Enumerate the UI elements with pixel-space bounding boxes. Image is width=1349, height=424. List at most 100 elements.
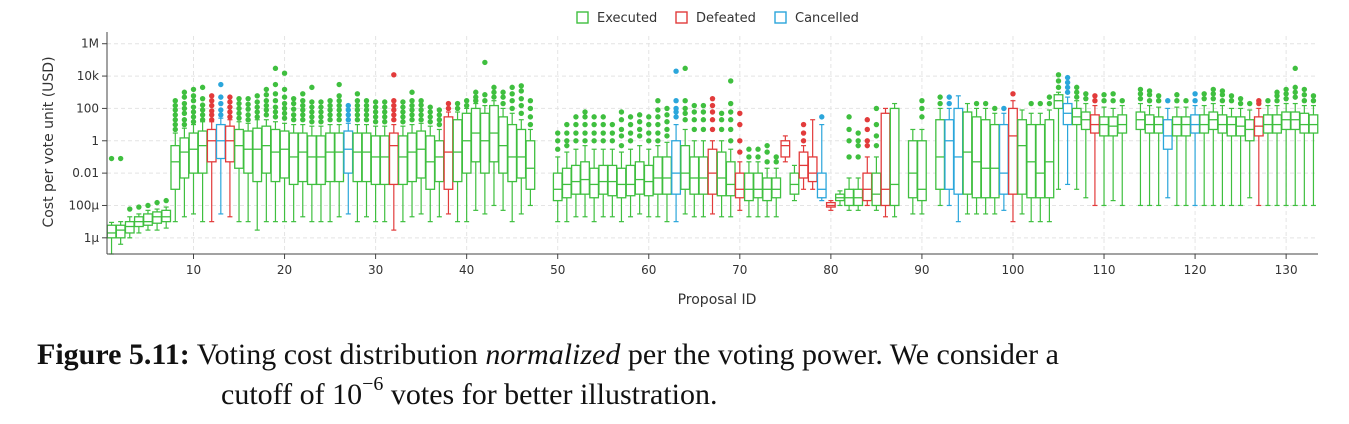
outlier-point <box>746 146 752 152</box>
outlier-point <box>609 130 616 136</box>
outlier-point <box>682 65 688 72</box>
outlier-point <box>136 204 142 210</box>
outlier-point <box>354 91 361 97</box>
caption-exponent: −6 <box>362 373 384 395</box>
box-47 <box>525 98 536 207</box>
outlier-point <box>709 95 716 102</box>
box-iqr <box>907 140 918 199</box>
caption-text-2: per the voting power. We consider a <box>620 338 1059 371</box>
outlier-point <box>318 99 324 105</box>
outlier-point <box>363 107 370 113</box>
box-110 <box>1099 92 1109 207</box>
box-38 <box>443 100 454 215</box>
outlier-point <box>555 130 561 136</box>
outlier-point <box>336 102 342 109</box>
box-iqr <box>998 123 1009 195</box>
outlier-point <box>582 121 588 128</box>
outlier-point <box>454 105 461 112</box>
outlier-point <box>491 94 497 100</box>
outlier-point <box>1110 91 1116 97</box>
outlier-point <box>646 114 652 120</box>
box-83 <box>853 130 864 211</box>
y-axis-label: Cost per vote unit (USD) <box>41 56 57 227</box>
box-95 <box>962 102 973 215</box>
box-iqr <box>325 132 336 183</box>
outlier-point <box>418 107 424 113</box>
outlier-point <box>946 94 952 100</box>
box-71 <box>743 146 754 218</box>
legend-swatch <box>774 11 787 24</box>
box-iqr <box>1035 123 1046 199</box>
box-119 <box>1181 98 1191 207</box>
outlier-point <box>209 102 215 109</box>
outlier-point <box>318 119 324 125</box>
outlier-point <box>427 109 433 115</box>
outlier-point <box>509 84 515 91</box>
outlier-point <box>636 119 643 125</box>
outlier-point <box>864 142 870 149</box>
outlier-point <box>181 89 188 95</box>
outlier-point <box>482 59 488 66</box>
box-81 <box>835 190 845 207</box>
box-8 <box>170 98 181 223</box>
outlier-point <box>709 126 716 133</box>
outlier-point <box>564 138 570 144</box>
outlier-point <box>181 121 188 128</box>
outlier-point <box>1174 92 1180 98</box>
outlier-point <box>300 91 306 97</box>
legend-label: Executed <box>597 11 657 26</box>
outlier-point <box>691 126 697 133</box>
box-iqr <box>698 156 709 195</box>
outlier-point <box>1310 98 1317 104</box>
box-iqr <box>753 172 763 199</box>
box-23 <box>306 84 317 223</box>
outlier-point <box>600 121 606 128</box>
outlier-point <box>245 101 251 107</box>
box-115 <box>1144 88 1155 207</box>
outlier-point <box>582 138 588 144</box>
outlier-point <box>1083 95 1089 102</box>
outlier-point <box>700 126 707 133</box>
outlier-point <box>819 114 825 120</box>
outlier-point <box>1137 95 1144 102</box>
box-4 <box>133 204 144 234</box>
box-iqr <box>953 107 964 195</box>
box-120 <box>1190 91 1201 207</box>
outlier-point <box>236 110 242 116</box>
box-iqr <box>607 164 618 197</box>
box-86 <box>880 107 891 218</box>
box-122 <box>1208 86 1219 207</box>
outlier-point <box>1301 86 1308 93</box>
box-50 <box>552 130 563 223</box>
outlier-point <box>573 130 579 136</box>
outlier-point <box>354 98 361 104</box>
outlier-point <box>336 112 342 118</box>
outlier-point <box>227 109 233 115</box>
outlier-point <box>190 98 197 104</box>
outlier-point <box>190 114 197 120</box>
box-iqr <box>1281 111 1292 131</box>
outlier-point <box>673 105 679 112</box>
box-52 <box>570 114 581 218</box>
outlier-point <box>1155 93 1162 99</box>
outlier-point <box>700 102 707 109</box>
box-111 <box>1108 91 1119 202</box>
outlier-point <box>227 94 233 100</box>
outlier-point <box>591 114 597 120</box>
box-iqr <box>397 135 408 186</box>
outlier-point <box>673 114 679 120</box>
outlier-point <box>391 72 397 78</box>
box-84 <box>862 117 873 207</box>
outlier-point <box>181 117 188 123</box>
outlier-point <box>372 104 379 110</box>
box-iqr <box>807 156 818 183</box>
box-21 <box>288 95 299 223</box>
outlier-point <box>199 95 206 102</box>
outlier-point <box>873 121 880 128</box>
outlier-point <box>1137 91 1144 97</box>
outlier-point <box>728 117 734 123</box>
outlier-point <box>263 92 270 98</box>
outlier-point <box>591 121 597 128</box>
y-tick-label: 0.01 <box>72 166 99 180</box>
outlier-point <box>454 100 461 107</box>
